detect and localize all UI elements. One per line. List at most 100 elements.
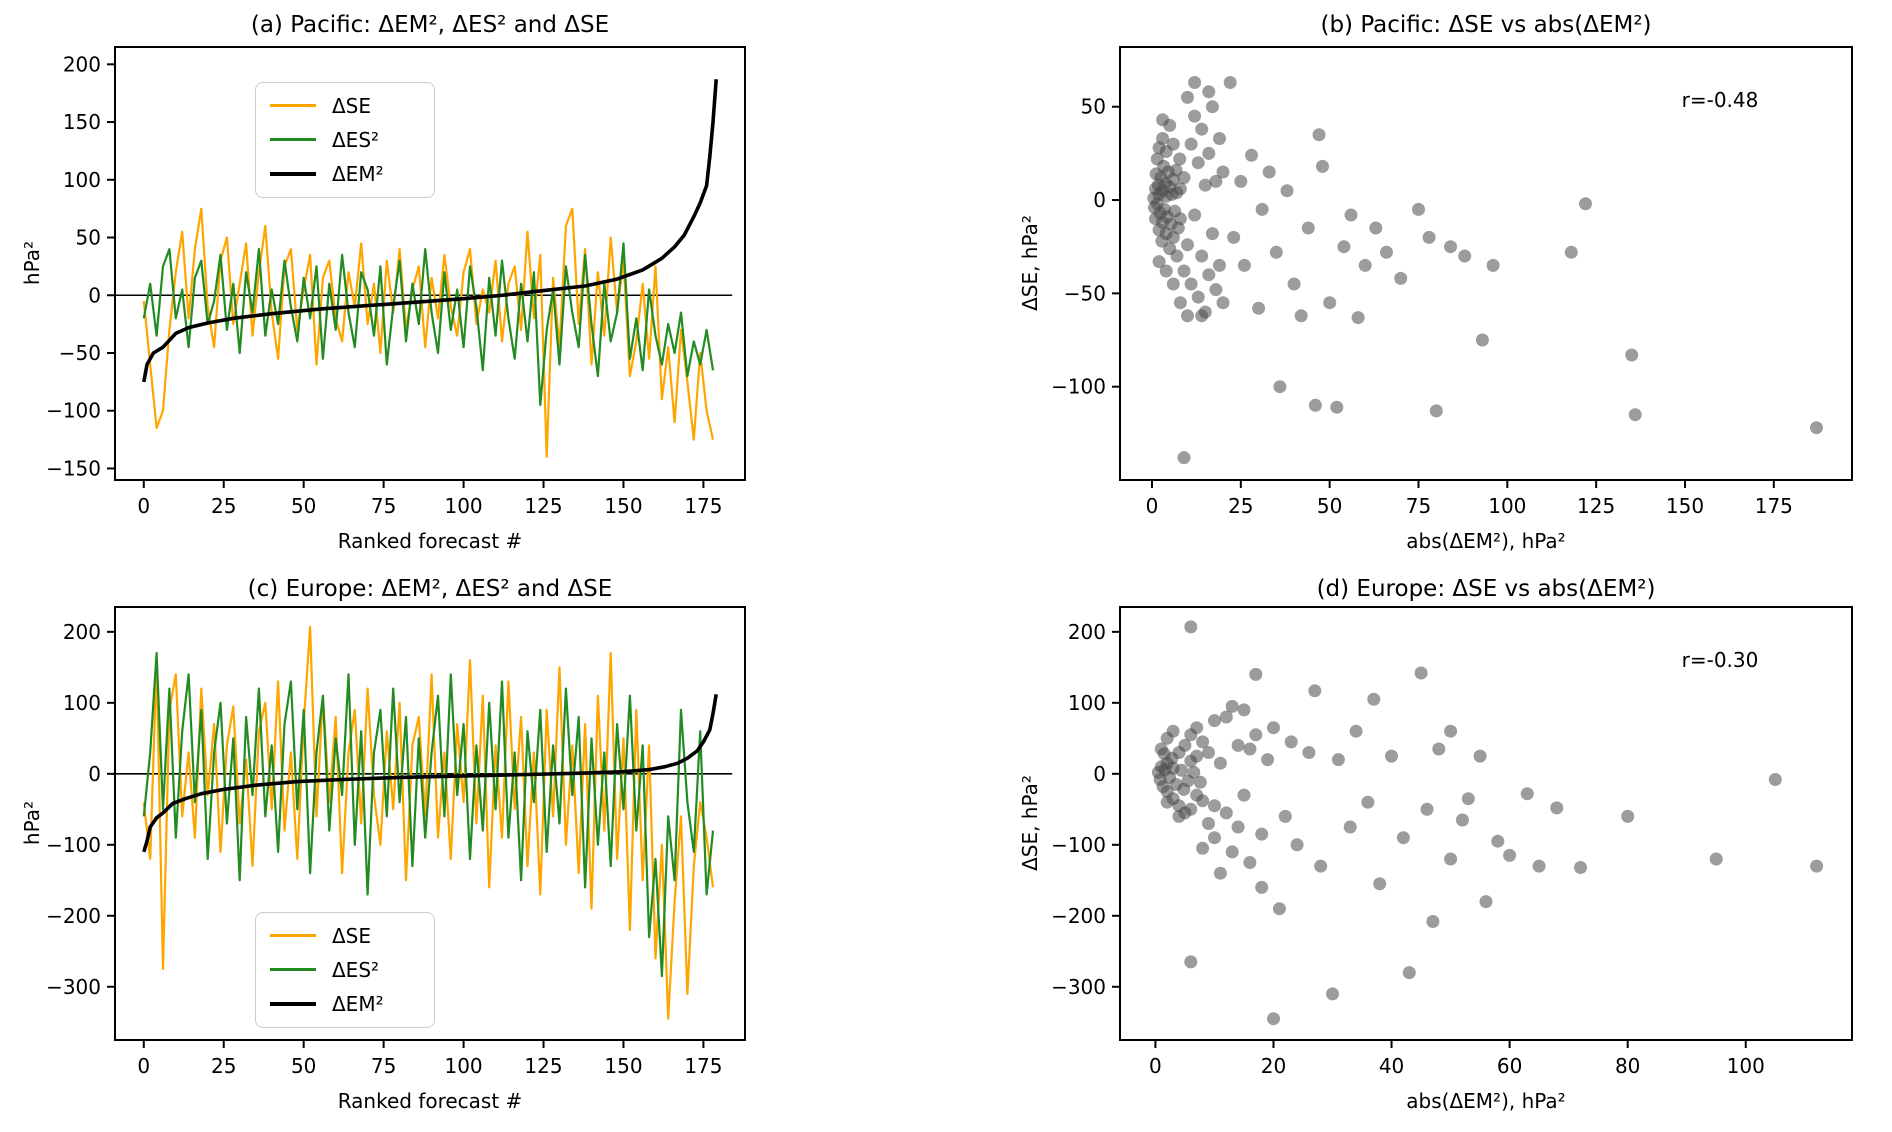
panel-a-xlabel: Ranked forecast # [337, 529, 523, 553]
y-tick-label: 50 [76, 226, 101, 250]
scatter-point [1367, 692, 1381, 706]
scatter-point [1479, 895, 1493, 909]
scatter-point [1444, 240, 1457, 254]
scatter-point [1177, 171, 1191, 185]
scatter-point [1337, 240, 1351, 254]
scatter-point [1178, 738, 1192, 752]
scatter-point [1208, 714, 1221, 728]
x-tick-label: 20 [1261, 1054, 1286, 1078]
scatter-point [1426, 915, 1440, 928]
scatter-point [1473, 749, 1487, 763]
y-tick-label: −300 [1051, 975, 1106, 999]
x-tick-label: 0 [1149, 1054, 1162, 1078]
scatter-point [1394, 271, 1408, 285]
scatter-point [1520, 787, 1534, 801]
series-line-dem2 [142, 79, 718, 383]
scatter-point [1284, 735, 1298, 749]
scatter-point [1213, 132, 1226, 145]
panel-d-xlabel: abs(ΔEM²), hPa² [1406, 1089, 1566, 1113]
scatter-point [1432, 742, 1446, 756]
scatter-point [1160, 795, 1174, 809]
scatter-point [1195, 249, 1209, 263]
axes-frame [1119, 606, 1853, 1041]
scatter-point [1190, 749, 1204, 763]
scatter-point [1196, 794, 1210, 808]
scatter-point [1768, 773, 1782, 786]
y-tick-label: 100 [63, 691, 101, 715]
scatter-point [1396, 831, 1410, 845]
y-tick-label: 0 [1093, 188, 1106, 212]
legend-label: ΔEM² [332, 992, 384, 1017]
scatter-point [1181, 238, 1194, 252]
scatter-point [1188, 208, 1202, 222]
scatter-point [1491, 834, 1505, 848]
scatter-point [1237, 258, 1251, 272]
scatter-point [1170, 249, 1184, 263]
x-tick-label: 0 [1146, 494, 1159, 518]
scatter-point [1249, 667, 1263, 681]
scatter-point [1420, 802, 1434, 816]
y-tick-label: 50 [1081, 95, 1106, 119]
x-tick-label: 75 [371, 1054, 396, 1078]
y-tick-label: −200 [46, 904, 101, 928]
scatter-point [1269, 245, 1283, 259]
scatter-point [1429, 404, 1443, 418]
scatter-point [1159, 264, 1173, 278]
scatter-point [1202, 268, 1216, 282]
dem2-line-sample [270, 172, 316, 177]
scatter-point [1252, 301, 1266, 315]
scatter-point [1316, 159, 1329, 173]
scatter-point [1579, 197, 1592, 211]
scatter-point [1202, 817, 1215, 830]
legend-label: ΔES² [332, 127, 380, 152]
scatter-point [1172, 809, 1186, 823]
scatter-point [1574, 861, 1587, 874]
y-tick-label: −100 [46, 833, 101, 857]
des2-line-sample [270, 968, 316, 972]
scatter-point [1290, 838, 1304, 852]
scatter-point [1237, 788, 1251, 802]
scatter-point [1402, 966, 1416, 980]
scatter-point [1486, 258, 1500, 272]
y-axis-ticks: 200 100 0 −100 −200 −300 [46, 620, 115, 999]
scatter-point [1190, 721, 1204, 735]
scatter-point [1213, 756, 1227, 770]
x-tick-label: 100 [1488, 494, 1526, 518]
panel-b-title: (b) Pacific: ΔSE vs abs(ΔEM²) [1320, 12, 1652, 38]
x-tick-label: 100 [444, 494, 482, 518]
scatter-point [1532, 859, 1546, 873]
scatter-point [1166, 277, 1180, 291]
y-tick-label: 100 [1068, 691, 1106, 715]
scatter-point [1150, 152, 1164, 166]
scatter-point [1174, 763, 1188, 777]
x-tick-label: 150 [1666, 494, 1704, 518]
scatter-point [1213, 258, 1226, 272]
scatter-point [1302, 746, 1316, 759]
y-tick-label: 200 [1068, 620, 1106, 644]
x-tick-label: 175 [684, 1054, 722, 1078]
scatter-point [1237, 703, 1251, 717]
x-tick-label: 60 [1497, 1054, 1522, 1078]
scatter-point [1625, 348, 1639, 362]
scatter-point [1262, 165, 1276, 179]
legend-label: ΔEM² [332, 162, 384, 187]
scatter-point [1308, 398, 1322, 412]
axes-frame [1119, 46, 1853, 481]
scatter-point [1621, 809, 1635, 823]
scatter-point [1173, 182, 1187, 196]
panel-c-xlabel: Ranked forecast # [337, 1089, 523, 1113]
scatter-point [1173, 152, 1187, 166]
scatter-points [1147, 76, 1823, 465]
y-tick-label: −50 [1064, 281, 1106, 305]
panel-c-europe-lines-chart: 0 25 50 75 100 125 150 175 200 100 0 −100 −200 −300 [46, 606, 746, 1078]
legend-label: ΔES² [332, 957, 380, 982]
panel-a-legend: ΔSE ΔES² ΔEM² [255, 82, 435, 198]
scatter-point [1187, 765, 1201, 779]
scatter-point [1225, 699, 1239, 713]
legend-entry-des2: ΔES² [270, 960, 416, 980]
x-tick-label: 75 [371, 494, 396, 518]
scatter-point [1198, 178, 1212, 192]
x-tick-label: 125 [1577, 494, 1615, 518]
scatter-point [1810, 859, 1824, 873]
